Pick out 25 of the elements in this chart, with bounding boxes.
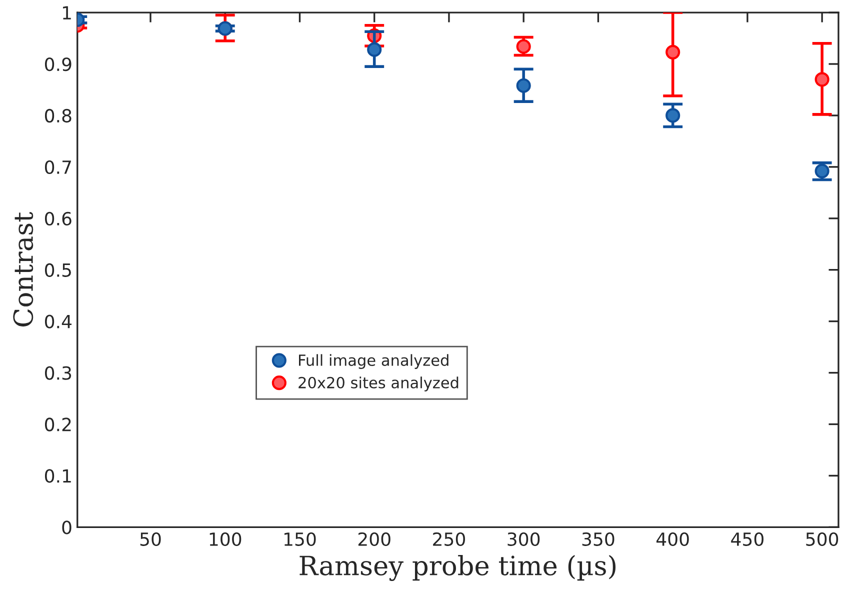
legend-label: 20x20 sites analyzed: [298, 376, 458, 392]
x-tick-label: 350: [582, 532, 614, 546]
x-tick-label: 250: [433, 532, 465, 546]
y-tick-label: 0.1: [44, 469, 71, 483]
x-tick-label: 100: [210, 532, 242, 546]
x-tick-label: 500: [806, 532, 838, 546]
y-tick-label: 0.4: [44, 314, 72, 328]
x-tick-label: 50: [140, 532, 161, 546]
x-tick-label: 150: [284, 532, 316, 546]
y-tick-label: 0.7: [44, 160, 71, 174]
x-tick-label: 200: [358, 532, 390, 546]
y-tick-label: 0.3: [44, 366, 72, 380]
y-tick-label: 0.6: [44, 212, 72, 226]
y-axis-title: Contrast: [13, 212, 34, 326]
y-tick-label: 0: [62, 520, 72, 534]
x-tick-label: 450: [731, 532, 764, 546]
x-tick-label: 400: [656, 532, 689, 546]
legend-label: Full image analyzed: [299, 354, 448, 369]
x-axis-title: Ramsey probe time (µs): [300, 555, 616, 581]
y-tick-label: 0.5: [44, 263, 71, 277]
y-tick-label: 0.9: [44, 57, 72, 72]
y-tick-label: 0.2: [44, 418, 71, 432]
x-tick-label: 300: [508, 532, 540, 546]
y-tick-label: 0.8: [44, 108, 72, 123]
y-tick-label: 1: [63, 6, 71, 20]
